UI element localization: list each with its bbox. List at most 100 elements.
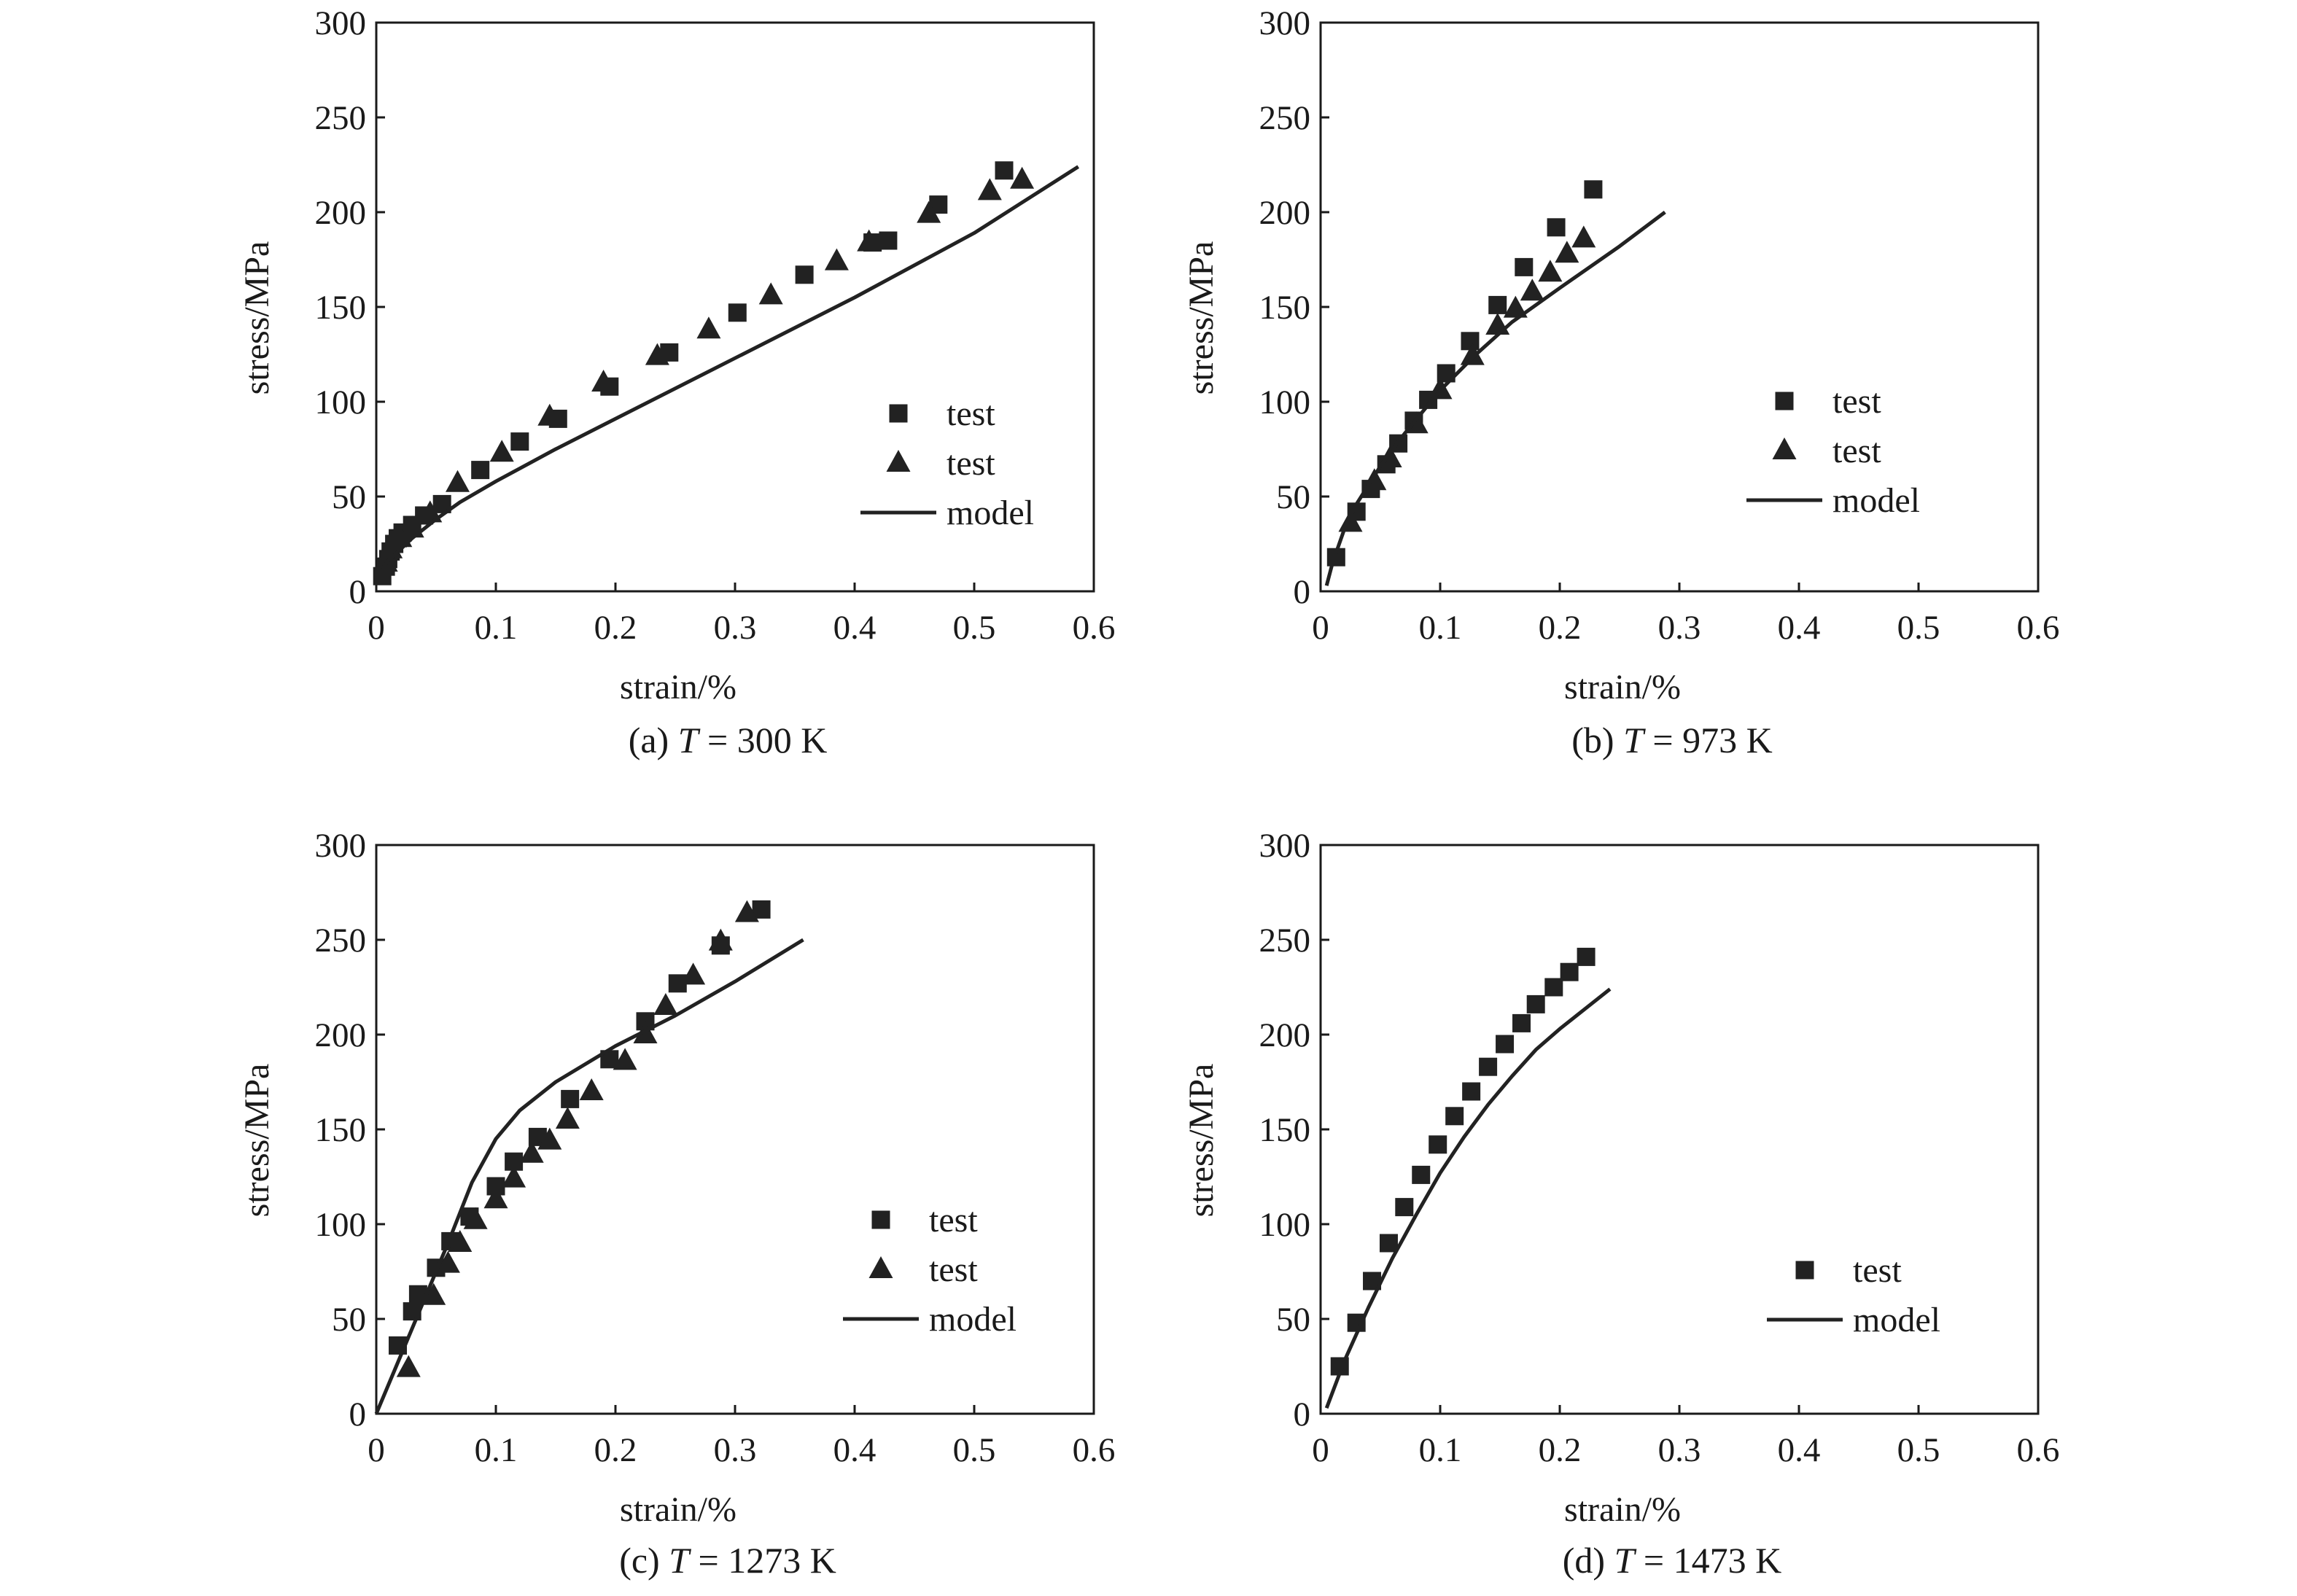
test-triangle-marker xyxy=(396,1355,421,1377)
y-tick-label: 200 xyxy=(1259,1016,1311,1054)
y-tick-label: 150 xyxy=(315,1111,367,1149)
x-tick-label: 0.5 xyxy=(1897,609,1940,647)
y-tick-label: 100 xyxy=(315,384,367,421)
y-tick-label: 0 xyxy=(349,573,367,611)
x-tick-label: 0.2 xyxy=(1539,1431,1582,1469)
x-tick-label: 0.1 xyxy=(1419,1431,1462,1469)
test-triangle-marker xyxy=(708,928,733,951)
test-square-marker xyxy=(561,1089,580,1108)
legend-label: model xyxy=(1832,481,1920,520)
y-tick-labels: 0 50 100 150 200 250 300 xyxy=(315,827,367,1433)
test-triangle-marker xyxy=(489,440,514,462)
y-tick-label: 50 xyxy=(332,1301,366,1339)
legend-square-symbol xyxy=(871,1210,890,1229)
y-tick-label: 250 xyxy=(315,99,367,137)
y-tick-labels: 0 50 100 150 200 250 300 xyxy=(315,4,367,611)
panel-c: 0 0.1 0.2 0.3 0.4 0.5 0.6 0 50 100 150 200 250 300 s… xyxy=(238,827,1115,1581)
legend-label: test xyxy=(929,1250,978,1289)
model-curve xyxy=(1324,987,1612,1409)
test-square-marker xyxy=(1560,962,1579,981)
x-tick-label: 0.1 xyxy=(1419,609,1462,647)
y-tick-label: 250 xyxy=(1259,922,1311,959)
panel-caption: (d) T = 1473 K xyxy=(1563,1540,1781,1581)
x-tick-label: 0.2 xyxy=(594,1431,637,1469)
x-tick-label: 0.3 xyxy=(714,1431,757,1469)
test-triangle-marker xyxy=(421,1282,446,1305)
y-tick-label: 150 xyxy=(1259,1111,1311,1149)
x-tick-label: 0 xyxy=(368,609,385,647)
x-tick-label: 0 xyxy=(368,1431,385,1469)
x-tick-label: 0.1 xyxy=(475,1431,518,1469)
test-triangle-marker xyxy=(463,1207,488,1229)
tick-marks xyxy=(375,844,1095,1415)
y-tick-label: 300 xyxy=(1259,4,1311,42)
legend-label: model xyxy=(929,1300,1017,1339)
y-tick-label: 300 xyxy=(1259,827,1311,865)
test-triangle-marker xyxy=(1571,225,1596,248)
x-tick-label: 0.6 xyxy=(1073,1431,1116,1469)
legend-label: test xyxy=(1853,1251,1902,1290)
tick-marks xyxy=(375,21,1095,593)
x-tick-label: 0.2 xyxy=(1539,609,1582,647)
legend-square-symbol xyxy=(1795,1261,1814,1280)
test-triangle-marker xyxy=(446,470,470,492)
test-square-marker xyxy=(1515,257,1534,276)
test-triangle-marker xyxy=(824,248,849,270)
y-tick-labels: 0 50 100 150 200 250 300 xyxy=(1259,827,1311,1433)
x-tick-label: 0.5 xyxy=(953,1431,996,1469)
y-tick-label: 0 xyxy=(349,1395,367,1433)
y-tick-label: 50 xyxy=(1276,1301,1310,1339)
y-axis-label: stress/MPa xyxy=(1182,1064,1221,1218)
y-axis-label: stress/MPa xyxy=(238,1064,276,1218)
legend-label: test xyxy=(1832,432,1881,470)
legend-triangle-symbol xyxy=(868,1256,893,1278)
panel-a: 0 0.1 0.2 0.3 0.4 0.5 0.6 0 50 100 150 200 250 300 s… xyxy=(238,4,1115,760)
x-tick-label: 0.4 xyxy=(1778,1431,1821,1469)
y-tick-label: 100 xyxy=(1259,1206,1311,1244)
y-tick-label: 50 xyxy=(332,478,366,516)
panel-d: 0 0.1 0.2 0.3 0.4 0.5 0.6 0 50 100 150 200 250 300 s… xyxy=(1182,827,2059,1581)
test-triangle-marker xyxy=(519,1140,544,1163)
y-tick-label: 150 xyxy=(1259,289,1311,327)
test-square-marker xyxy=(1488,295,1507,314)
x-tick-label: 0 xyxy=(1312,1431,1329,1469)
legend-label: model xyxy=(947,494,1034,532)
test-triangle-marker xyxy=(537,1127,562,1150)
y-tick-label: 200 xyxy=(315,1016,367,1054)
x-tick-label: 0.3 xyxy=(1658,1431,1701,1469)
test-square-marker xyxy=(510,432,529,451)
y-axis-label: stress/MPa xyxy=(238,241,276,395)
legend-square-symbol xyxy=(889,404,908,423)
legend-label: test xyxy=(947,444,995,483)
test-triangle-marker xyxy=(502,1165,526,1188)
model-curve xyxy=(381,165,1080,570)
legend-square-symbol xyxy=(1775,392,1794,410)
x-tick-labels: 0 0.1 0.2 0.3 0.4 0.5 0.6 xyxy=(1312,609,2059,647)
test-triangle-marker xyxy=(613,1048,637,1070)
test-triangle-marker xyxy=(435,1250,460,1273)
y-tick-label: 50 xyxy=(1276,478,1310,516)
x-tick-labels: 0 0.1 0.2 0.3 0.4 0.5 0.6 xyxy=(1312,1431,2059,1469)
x-tick-label: 0.3 xyxy=(1658,609,1701,647)
legend-label: model xyxy=(1853,1301,1940,1339)
x-axis-label: strain/% xyxy=(620,1490,736,1529)
test-square-marker xyxy=(728,303,747,322)
test-square-marker xyxy=(1479,1057,1498,1076)
y-tick-label: 200 xyxy=(1259,194,1311,232)
panel-caption: (c) T = 1273 K xyxy=(619,1540,836,1581)
test-triangle-marker xyxy=(1538,260,1563,282)
test-triangle-marker xyxy=(555,1107,580,1129)
test-square-marker xyxy=(1496,1035,1515,1054)
test-square-marker xyxy=(1547,218,1566,237)
test-triangle-marker xyxy=(1555,241,1579,263)
plot-area xyxy=(1324,947,1612,1409)
test-triangle-marker xyxy=(1010,166,1035,189)
plot-area xyxy=(373,161,1080,585)
legend-triangle-symbol xyxy=(886,450,911,472)
test-square-marker xyxy=(995,161,1014,180)
x-tick-label: 0.5 xyxy=(953,609,996,647)
legend-triangle-symbol xyxy=(1772,437,1797,459)
test-square-marker xyxy=(795,265,814,284)
x-tick-label: 0.5 xyxy=(1897,1431,1940,1469)
